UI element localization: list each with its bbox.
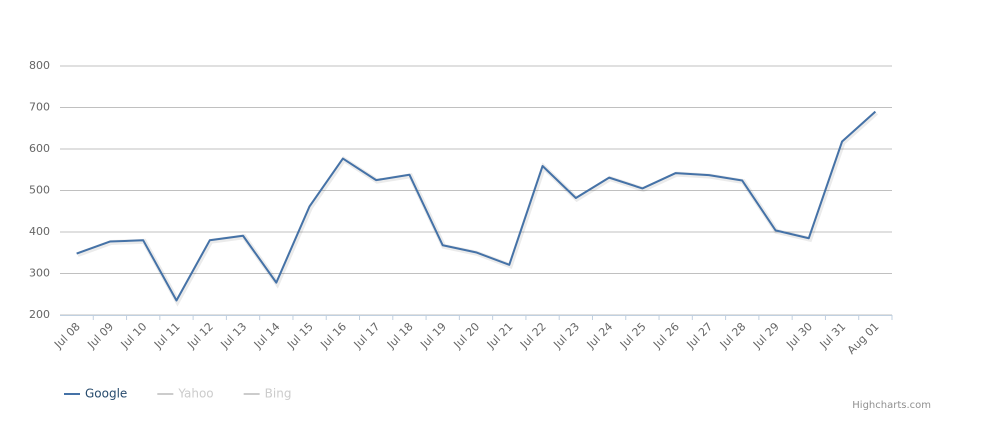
x-tick-label: Jul 19 — [417, 320, 449, 352]
x-tick-label: Jul 21 — [484, 320, 516, 352]
x-tick-label: Jul 30 — [783, 320, 815, 352]
x-tick-label: Jul 28 — [717, 320, 749, 352]
x-tick-label: Jul 16 — [317, 320, 349, 352]
legend-label[interactable]: Google — [85, 387, 127, 401]
x-tick-label: Jul 15 — [284, 320, 316, 352]
x-tick-label: Jul 13 — [218, 320, 250, 352]
x-tick-label: Jul 11 — [151, 320, 183, 352]
x-tick-label: Jul 20 — [451, 320, 483, 352]
x-tick-label: Jul 22 — [517, 320, 549, 352]
credits[interactable]: Highcharts.com — [852, 400, 931, 411]
x-tick-label: Aug 01 — [845, 320, 882, 357]
y-tick-label: 800 — [29, 59, 50, 72]
y-tick-label: 200 — [29, 308, 50, 321]
series-line — [76, 110, 877, 302]
legend-label[interactable]: Yahoo — [177, 387, 213, 401]
y-tick-label: 400 — [29, 225, 50, 238]
y-tick-label: 300 — [29, 267, 50, 280]
x-tick-label: Jul 31 — [817, 320, 849, 352]
x-tick-label: Jul 09 — [85, 320, 117, 352]
x-tick-label: Jul 14 — [251, 320, 283, 352]
x-tick-label: Jul 27 — [684, 320, 716, 352]
y-tick-label: 700 — [29, 101, 50, 114]
x-tick-label: Jul 25 — [617, 320, 649, 352]
x-tick-label: Jul 17 — [351, 320, 383, 352]
x-tick-label: Jul 23 — [550, 320, 582, 352]
legend-label[interactable]: Bing — [265, 387, 292, 401]
x-tick-label: Jul 10 — [118, 320, 150, 352]
x-tick-label: Jul 12 — [184, 320, 216, 352]
y-tick-label: 600 — [29, 142, 50, 155]
x-tick-label: Jul 18 — [384, 320, 416, 352]
x-tick-label: Jul 26 — [650, 320, 682, 352]
x-tick-label: Jul 29 — [750, 320, 782, 352]
x-tick-label: Jul 24 — [584, 320, 616, 352]
x-tick-label: Jul 08 — [51, 320, 83, 352]
y-tick-label: 500 — [29, 184, 50, 197]
